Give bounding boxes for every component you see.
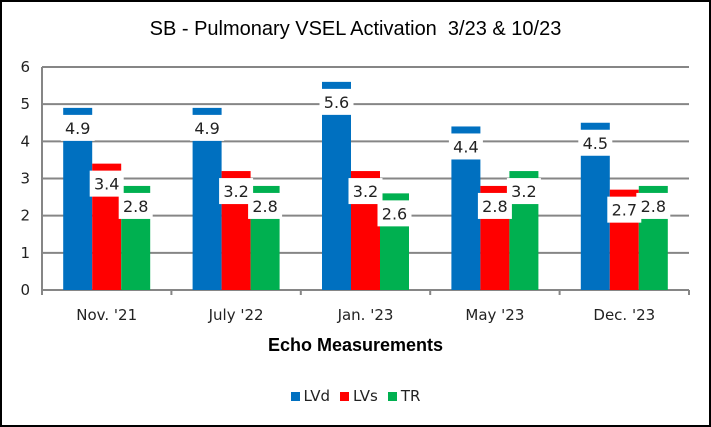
data-label-box <box>506 178 541 205</box>
x-tick-label: Nov. '21 <box>76 306 137 324</box>
data-label: 3.4 <box>94 175 119 194</box>
data-label-box <box>219 178 254 205</box>
data-label: 2.8 <box>482 197 507 216</box>
x-tick-label: May '23 <box>465 306 524 324</box>
data-label-box <box>248 192 283 219</box>
bar-lvd <box>322 81 351 290</box>
data-label: 4.9 <box>65 119 90 138</box>
data-label: 2.6 <box>382 204 407 223</box>
y-tick-label: 3 <box>20 170 30 188</box>
data-label-box <box>448 133 483 160</box>
y-tick-label: 5 <box>20 95 30 113</box>
y-tick-label: 2 <box>20 207 30 225</box>
data-label: 4.4 <box>453 137 478 156</box>
data-label-box <box>636 192 671 219</box>
chart-title: SB - Pulmonary VSEL Activation 3/23 & 10… <box>149 18 562 40</box>
legend-swatch <box>290 391 300 401</box>
legend-label: LVs <box>353 387 378 405</box>
data-label-box <box>578 129 613 156</box>
data-label: 2.7 <box>612 201 637 220</box>
legend-item-tr: TR <box>387 387 421 405</box>
data-label: 3.2 <box>353 182 378 201</box>
x-axis-title: Echo Measurements <box>267 335 444 355</box>
legend-label: LVd <box>303 387 331 405</box>
data-label: 3.2 <box>511 182 536 201</box>
data-label-box <box>348 178 383 205</box>
data-label-box <box>89 170 124 197</box>
data-label: 4.9 <box>194 119 219 138</box>
data-label: 2.8 <box>252 197 277 216</box>
legend-swatch <box>340 391 350 401</box>
data-label-box <box>377 200 412 227</box>
x-tick-label: Jan. '23 <box>337 306 394 324</box>
y-tick-label: 4 <box>20 132 30 150</box>
data-label-box <box>190 114 225 141</box>
legend-item-lvs: LVs <box>340 387 378 405</box>
legend-item-lvd: LVd <box>290 387 331 405</box>
legend-swatch <box>387 391 397 401</box>
data-label: 5.6 <box>324 93 349 112</box>
data-label-box <box>60 114 95 141</box>
x-tick-label: July '22 <box>208 306 264 324</box>
data-label-box <box>477 192 512 219</box>
data-label: 2.8 <box>123 197 148 216</box>
legend: LVd LVs TR <box>2 387 709 405</box>
data-label-box <box>319 88 354 115</box>
legend-label: TR <box>400 387 421 405</box>
data-label: 3.2 <box>223 182 248 201</box>
y-tick-label: 0 <box>20 281 30 299</box>
data-label-box <box>607 196 642 223</box>
y-tick-label: 6 <box>20 58 30 76</box>
data-label: 2.8 <box>641 197 666 216</box>
data-label-box <box>118 192 153 219</box>
x-tick-label: Dec. '23 <box>593 306 655 324</box>
data-label: 4.5 <box>583 134 608 153</box>
y-tick-label: 1 <box>20 244 30 262</box>
